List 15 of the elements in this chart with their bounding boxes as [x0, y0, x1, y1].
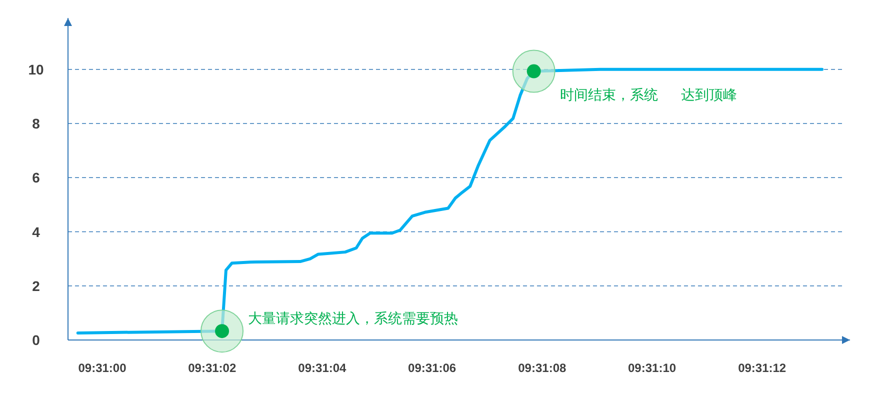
y-tick-label: 10	[28, 61, 44, 78]
x-tick-label: 09:31:12	[738, 361, 786, 375]
y-tick-label: 6	[32, 170, 40, 186]
x-tick-label: 09:31:02	[188, 361, 236, 375]
annotation: 大量请求突然进入，系统需要预热	[248, 310, 458, 326]
annotation: 时间结束，系统 达到顶峰	[560, 86, 738, 102]
y-tick-label: 2	[32, 278, 40, 294]
y-tick-label: 8	[32, 116, 40, 132]
x-tick-label: 09:31:10	[628, 361, 676, 375]
y-tick-label: 0	[32, 332, 40, 348]
x-tick-label: 09:31:04	[298, 361, 347, 375]
x-tick-label: 09:31:08	[518, 361, 566, 375]
y-tick-label: 4	[32, 224, 40, 240]
x-tick-label: 09:31:06	[408, 361, 456, 375]
x-tick-label: 09:31:00	[78, 361, 127, 375]
